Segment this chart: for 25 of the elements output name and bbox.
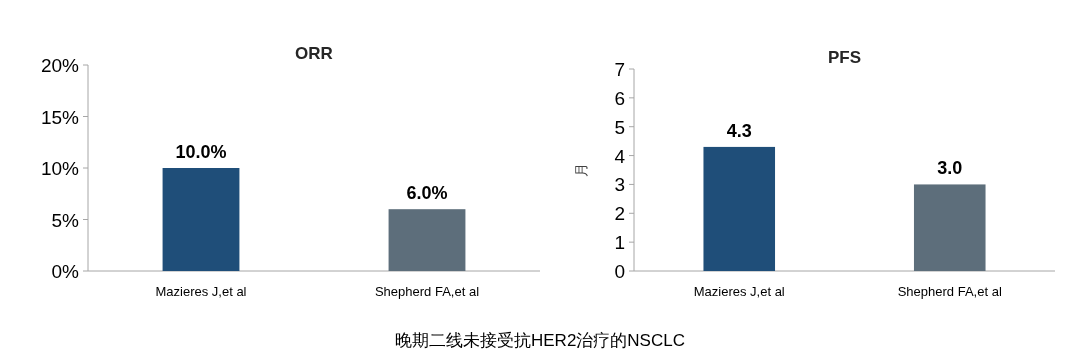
y-tick-label: 1 — [614, 232, 625, 254]
y-tick-label: 4 — [614, 145, 626, 167]
x-tick-label: Shepherd FA,et al — [374, 284, 480, 299]
y-tick-label: 0 — [614, 261, 625, 282]
y-tick-label: 2 — [614, 203, 625, 225]
chart-title: ORR — [295, 44, 333, 63]
data-label: 10.0% — [175, 142, 227, 162]
y-tick-label: 6 — [614, 87, 625, 109]
data-label: 6.0% — [406, 183, 448, 204]
x-tick-label: Mazieres J,et al — [155, 284, 247, 299]
y-tick-label: 5 — [614, 116, 625, 138]
y-tick-label: 3 — [614, 174, 625, 196]
data-label: 3.0 — [937, 158, 963, 179]
x-tick-label: Shepherd FA,et al — [897, 284, 1002, 299]
y-tick-label: 15% — [40, 106, 80, 128]
y-axis-title: 月 — [573, 163, 589, 177]
y-tick-label: 7 — [614, 59, 625, 80]
y-tick-label: 5% — [51, 209, 80, 231]
chart-title: PFS — [827, 48, 862, 67]
data-label: 4.3 — [726, 120, 752, 141]
x-tick-label: Mazieres J,et al — [693, 284, 785, 299]
y-tick-label: 0% — [51, 261, 80, 282]
y-tick-label: 10% — [40, 158, 80, 179]
text: 晚期二线未接受抗HER2治疗的NSCLC — [395, 331, 685, 350]
y-tick-label: 20% — [40, 55, 80, 76]
